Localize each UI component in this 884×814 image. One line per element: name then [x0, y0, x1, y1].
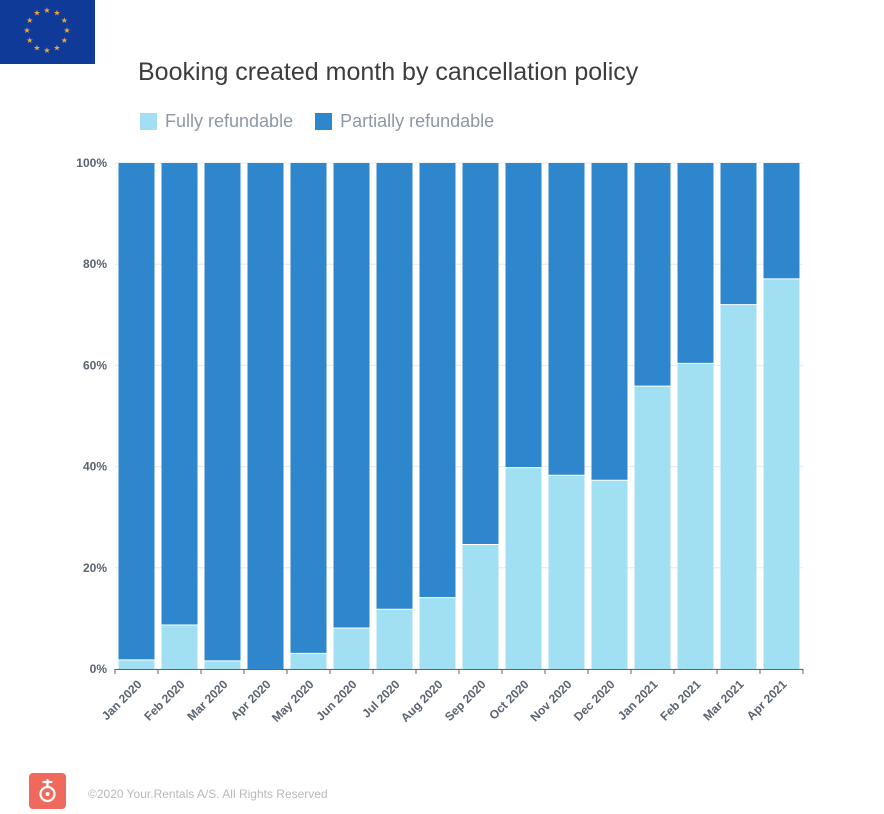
flag-star-icon: ★: [33, 9, 40, 18]
bar-fully-6: [376, 609, 413, 669]
y-tick-label: 80%: [83, 257, 107, 271]
x-tick-label: Apr 2020: [228, 677, 274, 723]
y-tick-label: 40%: [83, 460, 107, 474]
legend-item-partially[interactable]: Partially refundable: [315, 111, 494, 132]
x-tick-label: Mar 2021: [700, 677, 746, 723]
flag-star-icon: ★: [61, 36, 68, 45]
bar-partially-15: [763, 163, 800, 279]
bar-partially-14: [720, 163, 757, 305]
legend: Fully refundable Partially refundable: [140, 111, 516, 132]
bar-partially-11: [591, 163, 628, 481]
bar-partially-7: [419, 163, 456, 598]
flag-star-icon: ★: [43, 6, 50, 15]
flag-star-icon: ★: [43, 46, 50, 55]
x-tick-label: Nov 2020: [527, 677, 574, 724]
x-tick-label: Jan 2020: [99, 677, 145, 723]
bar-partially-6: [376, 163, 413, 610]
bar-partially-8: [462, 163, 499, 545]
x-tick-label: Jul 2020: [359, 677, 403, 721]
bar-partially-0: [118, 163, 155, 660]
bar-fully-5: [333, 628, 370, 669]
bar-partially-3: [247, 163, 284, 669]
legend-label-partially: Partially refundable: [340, 111, 495, 131]
bar-partially-9: [505, 163, 542, 468]
y-tick-label: 100%: [76, 156, 107, 170]
flag-star-icon: ★: [61, 16, 68, 25]
bar-partially-2: [204, 163, 241, 661]
flag-star-icon: ★: [63, 26, 70, 35]
y-axis: 0% 20% 40% 60% 80% 100%: [76, 156, 107, 676]
legend-item-fully[interactable]: Fully refundable: [140, 111, 293, 132]
x-tick-label: Feb 2020: [141, 677, 187, 723]
bar-fully-0: [118, 659, 155, 669]
legend-swatch-partially: [315, 113, 333, 130]
bars: [118, 163, 800, 669]
bar-fully-15: [763, 278, 800, 669]
y-tick-label: 20%: [83, 561, 107, 575]
flag-star-icon: ★: [33, 43, 40, 52]
chart-title: Booking created month by cancellation po…: [138, 58, 639, 86]
bar-fully-9: [505, 467, 542, 669]
x-tick-label: Feb 2021: [657, 677, 703, 723]
x-tick-label: Jun 2020: [313, 677, 359, 723]
flag-star-icon: ★: [53, 9, 60, 18]
bar-fully-7: [419, 597, 456, 669]
bar-partially-13: [677, 163, 714, 364]
bar-fully-12: [634, 386, 671, 669]
bar-partially-12: [634, 163, 671, 387]
bar-partially-10: [548, 163, 585, 476]
bar-fully-11: [591, 480, 628, 669]
bar-fully-14: [720, 304, 757, 669]
eu-flag-logo: ★ ★ ★ ★ ★ ★ ★ ★ ★ ★ ★ ★: [0, 0, 95, 64]
bar-fully-1: [161, 624, 198, 669]
x-tick-label: Mar 2020: [184, 677, 230, 723]
legend-swatch-fully: [140, 113, 157, 130]
bar-partially-5: [333, 163, 370, 629]
bar-fully-13: [677, 363, 714, 669]
bar-partially-4: [290, 163, 327, 654]
flag-star-icon: ★: [53, 43, 60, 52]
copyright-footer: ©2020 Your.Rentals A/S. All Rights Reser…: [88, 787, 328, 801]
x-tick-label: Jan 2021: [615, 677, 661, 723]
x-tick-label: May 2020: [269, 677, 317, 725]
x-tick-label: Sep 2020: [442, 677, 489, 724]
y-tick-label: 0%: [90, 662, 108, 676]
y-tick-label: 60%: [83, 358, 107, 372]
legend-label-fully: Fully refundable: [165, 111, 294, 131]
flag-star-icon: ★: [26, 16, 33, 25]
x-tick-label: Aug 2020: [398, 677, 446, 725]
x-tick-label: Apr 2021: [744, 677, 790, 723]
flag-star-icon: ★: [26, 36, 33, 45]
bar-fully-2: [204, 660, 241, 669]
bar-fully-4: [290, 653, 327, 669]
bar-fully-10: [548, 475, 585, 669]
x-tick-label: Oct 2020: [486, 677, 532, 723]
brand-logo-icon: [29, 773, 66, 809]
flag-star-icon: ★: [23, 26, 30, 35]
bar-partially-1: [161, 163, 198, 625]
x-tick-label: Dec 2020: [571, 677, 618, 724]
bar-fully-8: [462, 544, 499, 669]
